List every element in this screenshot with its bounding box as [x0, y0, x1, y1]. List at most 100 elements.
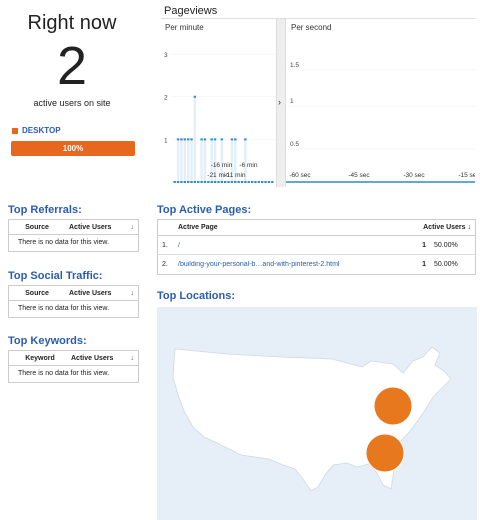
top-active-pages-table: Active Page Active Users ↓ 1. / 1 50.00%… — [157, 219, 476, 275]
bar-cap — [234, 138, 237, 141]
table-header: Source Active Users ↓ — [9, 220, 138, 235]
sort-arrow-icon[interactable]: ↓ — [130, 289, 135, 297]
top-referrals-table: Source Active Users ↓ There is no data f… — [8, 219, 139, 252]
device-share-bar: 100% — [11, 141, 135, 156]
table-header: Keyword Active Users ↓ — [9, 351, 138, 366]
page-link[interactable]: /building-your-personal-b…and-with-pinte… — [178, 261, 340, 268]
pageviews-title: Pageviews — [164, 5, 218, 17]
table-header: Active Page Active Users ↓ — [158, 220, 475, 236]
chart-divider[interactable] — [276, 19, 286, 187]
x-tick-label: -6 min — [239, 162, 257, 169]
baseline-tick — [200, 181, 203, 183]
bar — [244, 139, 247, 182]
baseline-tick — [203, 181, 207, 183]
top-social-table: Source Active Users ↓ There is no data f… — [8, 285, 139, 318]
sort-arrow-icon[interactable]: ↓ — [130, 223, 135, 231]
per-second-chart: 1.5 1 0.5 -60 sec -45 sec -30 sec -15 sec — [286, 62, 475, 183]
top-keywords-title: Top Keywords: — [8, 335, 87, 347]
y-tick-label: 1.5 — [290, 62, 299, 69]
empty-message: There is no data for this view. — [18, 305, 110, 312]
baseline-tick — [197, 181, 200, 183]
page-link[interactable]: / — [178, 241, 180, 249]
right-now-title: Right now — [27, 12, 117, 34]
baseline-tick — [186, 181, 190, 183]
baseline-tick — [257, 181, 261, 183]
table-row: 2. /building-your-personal-b…and-with-pi… — [158, 255, 475, 274]
row-percent: 50.00% — [434, 261, 458, 268]
bar-cap — [186, 138, 190, 141]
empty-message: There is no data for this view. — [18, 239, 110, 246]
top-referrals-title: Top Referrals: — [8, 204, 82, 216]
bar — [213, 139, 217, 182]
column-active-page[interactable]: Active Page — [178, 224, 218, 231]
x-tick-label: -16 min — [211, 162, 233, 169]
column-source[interactable]: Source — [25, 289, 49, 297]
per-minute-panel: 3 2 1 -21 min -16 min -11 min -6 min Per minut… — [161, 19, 276, 187]
baseline-tick — [173, 181, 176, 183]
location-marker[interactable] — [373, 386, 413, 426]
bar — [220, 139, 223, 182]
column-active-users[interactable]: Active Users ↓ — [415, 224, 475, 231]
column-keyword[interactable]: Keyword — [25, 354, 55, 362]
pageviews-panel: 3 2 1 -21 min -16 min -11 min -6 min Per minut… — [161, 18, 475, 187]
bar-cap — [180, 138, 183, 141]
baseline-tick — [227, 181, 230, 183]
sort-arrow-icon[interactable]: ↓ — [130, 354, 135, 362]
top-social-title: Top Social Traffic: — [8, 270, 103, 282]
baseline-tick — [261, 181, 264, 183]
baseline-tick — [207, 181, 210, 183]
table-header: Source Active Users ↓ — [9, 286, 138, 301]
baseline-tick — [244, 181, 247, 183]
row-count: 1 — [422, 261, 426, 268]
x-tick-label: -60 sec — [289, 172, 311, 179]
baseline-tick — [220, 181, 223, 183]
chevron-right-icon[interactable]: › — [278, 97, 281, 107]
bar-cap — [230, 138, 234, 141]
column-source[interactable]: Source — [25, 223, 49, 231]
baseline-tick — [234, 181, 237, 183]
baseline-tick — [237, 181, 240, 183]
per-minute-chart: 3 2 1 -21 min -16 min -11 min -6 min — [164, 52, 276, 183]
row-number: 1. — [162, 241, 168, 249]
empty-message: There is no data for this view. — [18, 370, 110, 377]
location-marker[interactable] — [365, 433, 405, 473]
x-tick-label: -30 sec — [403, 172, 425, 179]
per-minute-label: Per minute — [165, 23, 204, 32]
bar — [203, 139, 207, 182]
baseline-tick — [183, 181, 186, 183]
y-tick-label: 3 — [164, 52, 168, 59]
locations-map[interactable] — [157, 307, 477, 520]
bar-cap — [244, 138, 247, 141]
baseline-tick — [267, 181, 271, 183]
row-count: 1 — [422, 241, 426, 249]
baseline-tick — [210, 181, 213, 183]
bar — [193, 96, 197, 182]
baseline-tick — [230, 181, 234, 183]
active-users-count: 2 — [56, 36, 88, 96]
baseline-tick — [190, 181, 193, 183]
bar — [183, 139, 186, 182]
baseline-tick — [224, 181, 227, 183]
y-tick-label: 1 — [290, 98, 294, 105]
x-tick-label: -45 sec — [348, 172, 370, 179]
baseline-tick — [254, 181, 257, 183]
bar-cap — [203, 138, 207, 141]
sort-arrow-icon: ↓ — [467, 224, 472, 231]
column-active-users[interactable]: Active Users — [71, 354, 114, 362]
top-keywords-table: Keyword Active Users ↓ There is no data … — [8, 350, 139, 383]
top-active-pages-title: Top Active Pages: — [157, 204, 252, 216]
baseline-tick — [193, 181, 197, 183]
per-second-label: Per second — [291, 23, 332, 32]
us-map-shape — [172, 346, 452, 492]
bar-cap — [220, 138, 223, 141]
bar-cap — [190, 138, 193, 141]
device-legend: DESKTOP — [12, 126, 61, 135]
bar — [230, 139, 234, 182]
column-active-users-label: Active Users — [423, 224, 466, 231]
bar-cap — [210, 138, 213, 141]
baseline-tick — [217, 181, 220, 183]
column-active-users[interactable]: Active Users — [69, 223, 112, 231]
baseline-tick — [240, 181, 244, 183]
x-tick-label: -15 sec — [458, 172, 475, 179]
column-active-users[interactable]: Active Users — [69, 289, 112, 297]
